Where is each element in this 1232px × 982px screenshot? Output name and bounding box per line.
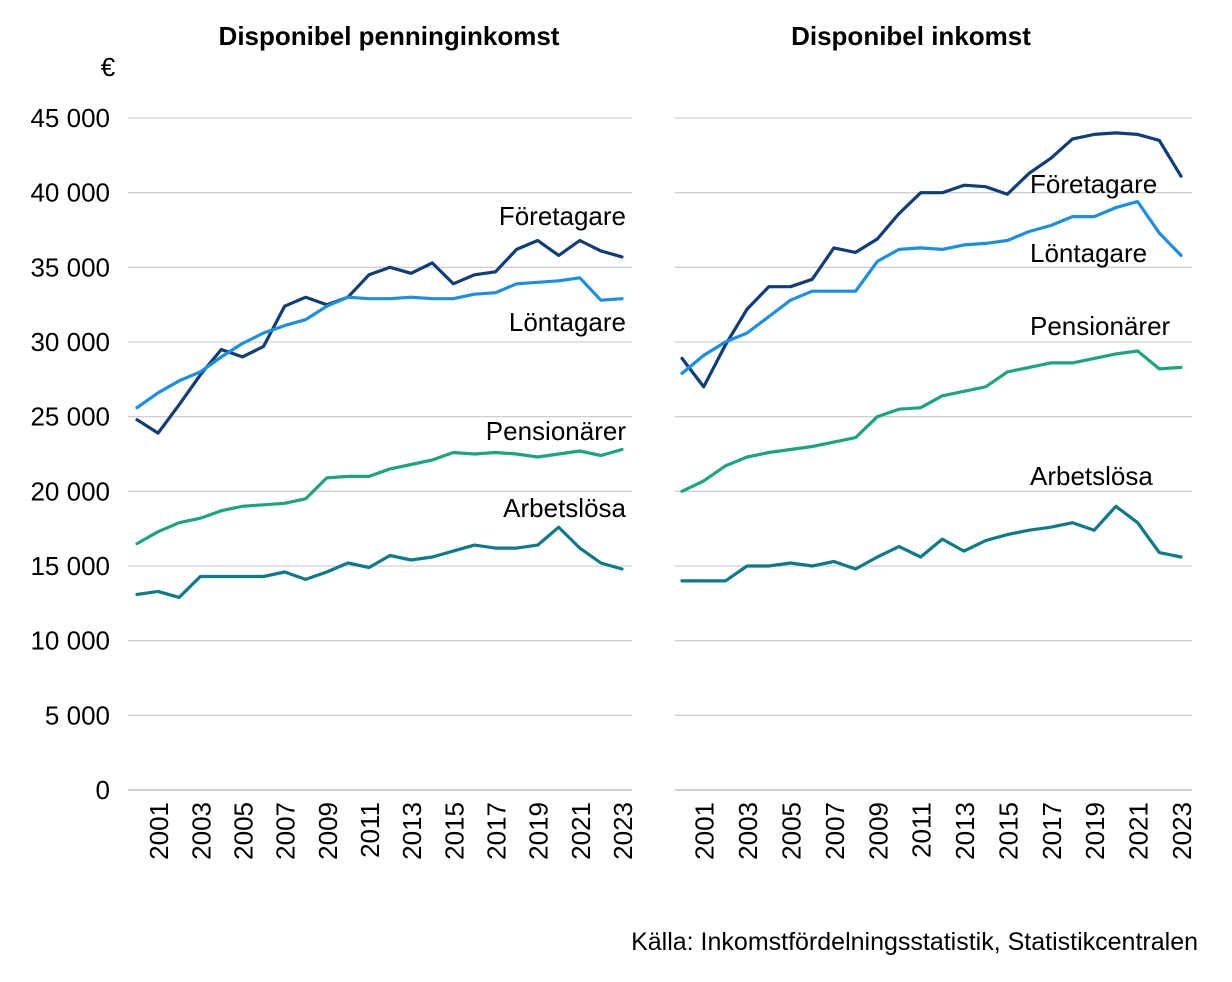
chart-panel-left: Disponibel penninginkomst 0 5 000 10 000 15 …: [30, 21, 638, 860]
x-tick-label: 2015: [439, 802, 469, 860]
series-line-3: [135, 447, 624, 546]
source-note: Källa: Inkomstfördelningsstatistik, Stat…: [631, 928, 1198, 956]
series-label: Företagare: [499, 201, 626, 231]
x-tick-label: 2009: [313, 802, 343, 860]
x-tick-label: 2021: [566, 802, 596, 860]
x-tick-label: 2015: [993, 802, 1023, 860]
x-tick-label: 2005: [776, 802, 806, 860]
x-tick-label: 2007: [820, 802, 850, 860]
y-tick-label: 10 000: [30, 626, 110, 656]
y-tick-label: 5 000: [45, 700, 110, 730]
x-tick-label: 2019: [1080, 802, 1110, 860]
x-tick-label: 2013: [950, 802, 980, 860]
x-tick-label: 2021: [1124, 802, 1154, 860]
x-tick-label: 2007: [271, 802, 301, 860]
x-tick-label: 2019: [524, 802, 554, 860]
series-line-1: [680, 131, 1183, 389]
y-axis-unit: €: [101, 52, 116, 82]
x-tick-label: 2017: [481, 802, 511, 860]
series-line-1: [135, 238, 624, 435]
series-line-4: [680, 504, 1183, 583]
series-label: Arbetslösa: [1030, 461, 1153, 491]
series-label: Pensionärer: [1030, 311, 1171, 341]
y-tick-label: 25 000: [30, 402, 110, 432]
series-line-2: [135, 276, 624, 410]
series-label: Arbetslösa: [503, 493, 626, 523]
x-tick-label: 2003: [733, 802, 763, 860]
x-tick-label: 2001: [690, 802, 720, 860]
y-tick-label: 40 000: [30, 178, 110, 208]
series-line-4: [135, 525, 624, 600]
y-tick-label: 20 000: [30, 476, 110, 506]
series-label: Löntagare: [509, 307, 626, 337]
x-tick-label: 2011: [907, 802, 937, 858]
y-tick-label: 15 000: [30, 551, 110, 581]
y-tick-label: 35 000: [30, 252, 110, 282]
x-tick-label: 2009: [863, 802, 893, 860]
series-label: Pensionärer: [486, 416, 627, 446]
chart-title: Disponibel inkomst: [791, 21, 1031, 51]
series-line-3: [680, 349, 1183, 493]
x-tick-label: 2001: [144, 802, 174, 860]
series-label: Löntagare: [1030, 238, 1147, 268]
x-tick-label: 2017: [1037, 802, 1067, 860]
chart-title: Disponibel penninginkomst: [219, 21, 560, 51]
x-tick-label: 2013: [397, 802, 427, 860]
y-tick-label: 45 000: [30, 103, 110, 133]
series-label: Företagare: [1030, 169, 1157, 199]
x-tick-label: 2003: [186, 802, 216, 860]
x-tick-label: 2023: [608, 802, 638, 860]
series-line-2: [680, 200, 1183, 375]
y-tick-label: 0: [96, 775, 110, 805]
x-tick-label: 2011: [355, 802, 385, 858]
y-tick-label: 30 000: [30, 327, 110, 357]
x-tick-label: 2023: [1167, 802, 1197, 860]
chart-panel-right: Disponibel inkomst 2001 2003 2005 2007 2009 20…: [675, 21, 1197, 860]
x-tick-label: 2005: [228, 802, 258, 860]
